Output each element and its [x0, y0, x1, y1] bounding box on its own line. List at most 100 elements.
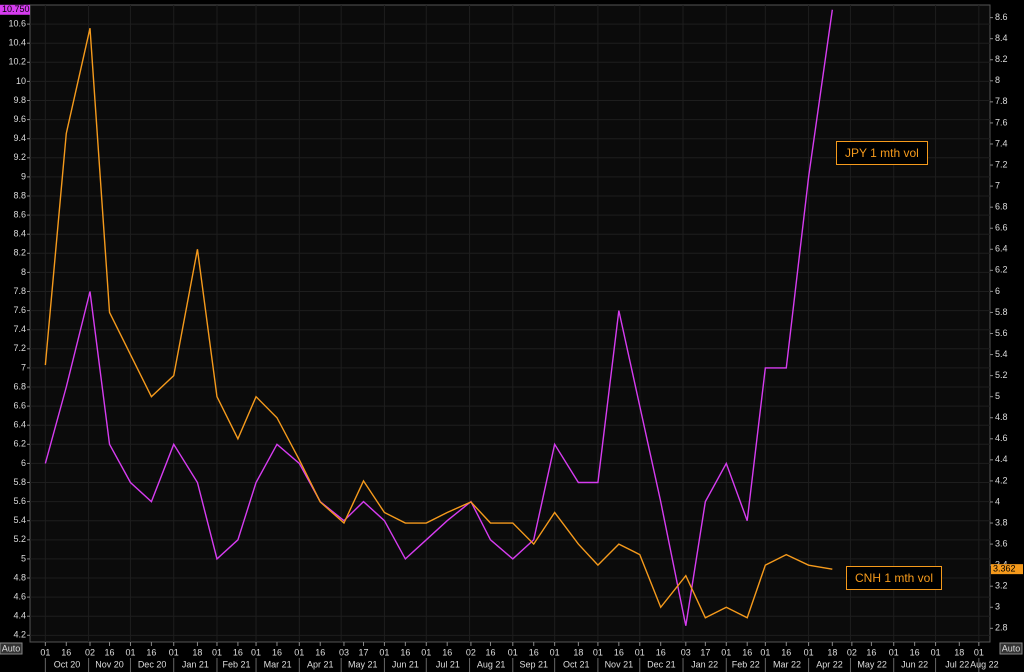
- y-tick-label: 4.8: [13, 572, 26, 582]
- y-tick-label: 4.2: [13, 630, 26, 640]
- y-tick-label: 5.6: [13, 496, 26, 506]
- month-label: Dec 20: [138, 659, 167, 669]
- x-tick-label: 02: [847, 647, 857, 657]
- x-tick-label: 16: [742, 647, 752, 657]
- y2-tick-label: 3.2: [995, 581, 1008, 591]
- x-tick-label: 03: [339, 647, 349, 657]
- auto-button-label: Auto: [2, 643, 21, 653]
- y2-tick-label: 6.4: [995, 244, 1008, 254]
- x-tick-label: 16: [910, 647, 920, 657]
- month-label: Dec 21: [647, 659, 676, 669]
- y2-tick-label: 8.6: [995, 12, 1008, 22]
- y2-tick-label: 4.6: [995, 433, 1008, 443]
- auto-button[interactable]: [0, 642, 23, 655]
- y-tick-label: 7.4: [13, 324, 26, 334]
- month-label: Jul 21: [436, 659, 460, 669]
- x-tick-label: 16: [272, 647, 282, 657]
- y2-tick-label: 3: [995, 602, 1000, 612]
- month-label: May 21: [348, 659, 378, 669]
- y2-tick-label: 8: [995, 75, 1000, 85]
- x-tick-label: 01: [593, 647, 603, 657]
- x-tick-label: 18: [192, 647, 202, 657]
- x-tick-label: 16: [656, 647, 666, 657]
- x-tick-label: 01: [760, 647, 770, 657]
- x-tick-label: 01: [804, 647, 814, 657]
- y-tick-label: 8: [21, 267, 26, 277]
- month-label: Nov 20: [95, 659, 124, 669]
- x-tick-label: 01: [125, 647, 135, 657]
- y2-tick-label: 6.6: [995, 223, 1008, 233]
- x-tick-label: 01: [212, 647, 222, 657]
- month-label: Mar 22: [773, 659, 801, 669]
- y2-tick-label: 5.6: [995, 328, 1008, 338]
- x-tick-label: 16: [442, 647, 452, 657]
- y-tick-label: 5: [21, 553, 26, 563]
- y-tick-label: 6: [21, 458, 26, 468]
- x-tick-label: 16: [146, 647, 156, 657]
- x-tick-label: 18: [827, 647, 837, 657]
- x-tick-label: 17: [700, 647, 710, 657]
- last-value-label: 10.750: [2, 4, 30, 14]
- month-label: Nov 21: [605, 659, 634, 669]
- y2-tick-label: 6.2: [995, 265, 1008, 275]
- month-label: Jan 21: [182, 659, 209, 669]
- x-tick-label: 01: [379, 647, 389, 657]
- month-label: Aug 22: [970, 659, 999, 669]
- y2-tick-label: 5.4: [995, 349, 1008, 359]
- y-tick-label: 8.2: [13, 248, 26, 258]
- x-tick-label: 16: [233, 647, 243, 657]
- month-label: Feb 21: [222, 659, 250, 669]
- y-tick-label: 6.6: [13, 400, 26, 410]
- auto-button[interactable]: [999, 642, 1023, 655]
- x-tick-label: 01: [889, 647, 899, 657]
- y-tick-label: 10.4: [8, 38, 26, 48]
- y-tick-label: 8.8: [13, 190, 26, 200]
- x-tick-label: 01: [931, 647, 941, 657]
- month-label: Apr 22: [816, 659, 843, 669]
- month-label: Oct 21: [563, 659, 590, 669]
- last-value-label: 3.362: [993, 564, 1016, 574]
- y2-tick-label: 4.8: [995, 412, 1008, 422]
- last-value-tag: [991, 564, 1023, 575]
- y2-tick-label: 5.2: [995, 370, 1008, 380]
- x-tick-label: 16: [529, 647, 539, 657]
- month-label: Mar 21: [264, 659, 292, 669]
- y2-tick-label: 4: [995, 496, 1000, 506]
- y-tick-label: 5.4: [13, 515, 26, 525]
- y-tick-label: 6.4: [13, 420, 26, 430]
- auto-button-label: Auto: [1002, 643, 1021, 653]
- y-tick-label: 4.4: [13, 611, 26, 621]
- x-tick-label: 01: [635, 647, 645, 657]
- month-label: Apr 21: [307, 659, 334, 669]
- y2-tick-label: 4.2: [995, 475, 1008, 485]
- y-tick-label: 6.8: [13, 381, 26, 391]
- y-tick-label: 8.6: [13, 209, 26, 219]
- month-label: Aug 21: [477, 659, 506, 669]
- y-tick-label: 9.4: [13, 133, 26, 143]
- x-tick-label: 16: [866, 647, 876, 657]
- x-tick-label: 01: [251, 647, 261, 657]
- annotation: CNH 1 mth vol: [846, 566, 943, 590]
- month-label: Oct 20: [54, 659, 81, 669]
- x-tick-label: 03: [681, 647, 691, 657]
- y-tick-label: 9.6: [13, 114, 26, 124]
- y2-tick-label: 7.2: [995, 159, 1008, 169]
- x-tick-label: 16: [485, 647, 495, 657]
- y2-tick-label: 6.8: [995, 202, 1008, 212]
- y-tick-label: 7.2: [13, 343, 26, 353]
- y-tick-label: 9.8: [13, 95, 26, 105]
- x-tick-label: 16: [105, 647, 115, 657]
- series-line: [44, 28, 833, 619]
- x-tick-label: 18: [954, 647, 964, 657]
- x-tick-label: 16: [315, 647, 325, 657]
- month-label: Sep 21: [519, 659, 548, 669]
- y-tick-label: 5.2: [13, 534, 26, 544]
- x-tick-label: 18: [573, 647, 583, 657]
- y2-tick-label: 6: [995, 286, 1000, 296]
- y-tick-label: 5.8: [13, 477, 26, 487]
- y-tick-label: 7.6: [13, 305, 26, 315]
- y2-tick-label: 4.4: [995, 454, 1008, 464]
- y2-tick-label: 8.2: [995, 54, 1008, 64]
- series-line: [44, 9, 834, 626]
